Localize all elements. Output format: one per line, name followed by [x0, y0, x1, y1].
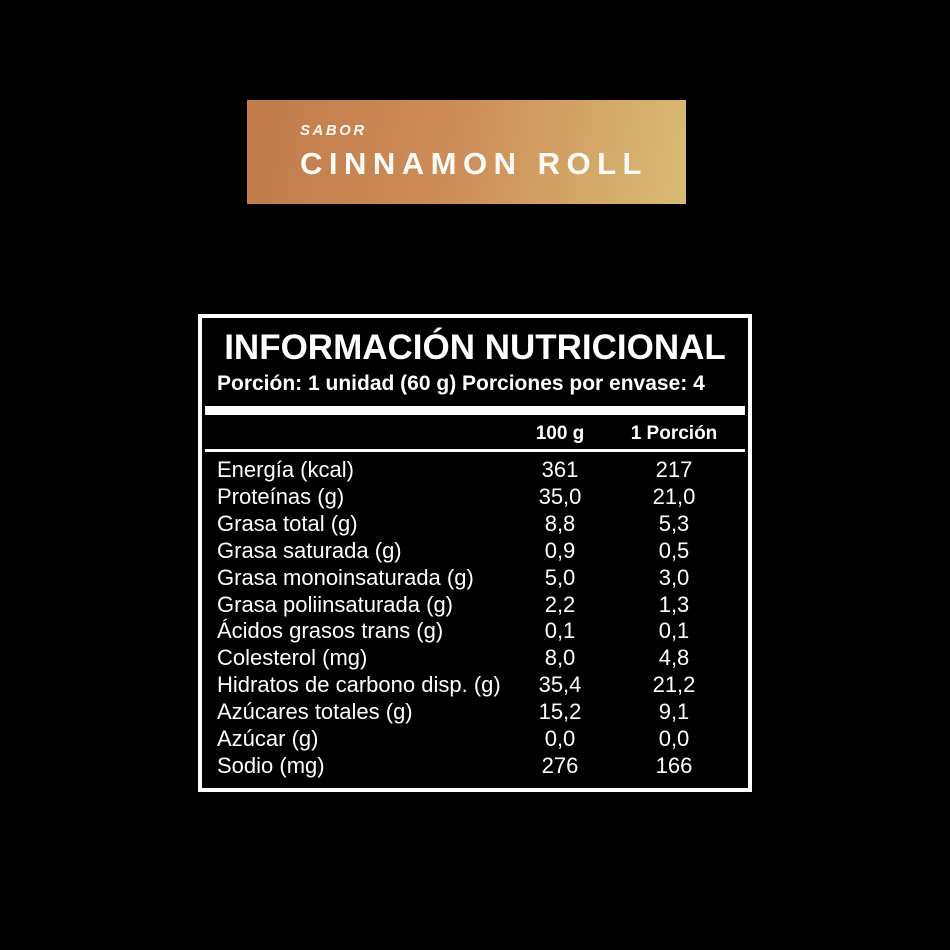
row-label: Grasa saturada (g) — [217, 537, 402, 563]
row-value-portion: 9,1 — [658, 699, 690, 725]
row-label: Grasa poliinsaturada (g) — [217, 591, 454, 617]
row-value-portion: 217 — [655, 457, 693, 482]
row-label: Hidratos de carbono disp. (g) — [217, 672, 501, 698]
row-value-100g: 5,0 — [544, 564, 576, 590]
row-label: Energía (kcal) — [217, 457, 354, 482]
serving-info: Porción: 1 unidad (60 g) Porciones por e… — [217, 372, 705, 395]
nutrition-row: Ácidos grasos trans (g) 0,1 0,1 — [205, 618, 745, 645]
nutrition-row: Grasa poliinsaturada (g) 2,2 1,3 — [205, 592, 745, 619]
row-label: Grasa total (g) — [217, 510, 358, 536]
nutrition-title: INFORMACIÓN NUTRICIONAL — [224, 328, 726, 367]
row-value-portion: 4,8 — [658, 645, 690, 671]
row-value-100g: 276 — [541, 752, 579, 778]
nutrition-row: Proteínas (g) 35,0 21,0 — [205, 484, 745, 511]
divider-thin — [205, 449, 745, 452]
row-value-100g: 8,0 — [544, 645, 576, 671]
row-value-100g: 2,2 — [544, 591, 576, 617]
row-value-100g: 35,4 — [538, 672, 582, 698]
row-label: Azúcares totales (g) — [217, 699, 413, 725]
row-value-portion: 5,3 — [658, 510, 690, 536]
nutrition-row: Energía (kcal) 361 217 — [205, 457, 745, 484]
column-header-portion: 1 Porción — [630, 423, 718, 444]
nutrition-row: Sodio (mg) 276 166 — [205, 753, 745, 780]
row-value-100g: 0,9 — [544, 537, 576, 563]
row-value-100g: 35,0 — [538, 483, 582, 509]
row-value-portion: 1,3 — [658, 591, 690, 617]
row-value-100g: 0,0 — [544, 726, 576, 752]
flavor-banner: SABOR CINNAMON ROLL — [247, 100, 686, 204]
row-value-100g: 15,2 — [538, 699, 582, 725]
row-label: Proteínas (g) — [217, 483, 345, 509]
row-label: Sodio (mg) — [217, 752, 325, 778]
nutrition-row: Azúcar (g) 0,0 0,0 — [205, 726, 745, 753]
divider-thick — [205, 406, 745, 415]
nutrition-row: Grasa total (g) 8,8 5,3 — [205, 511, 745, 538]
row-value-portion: 3,0 — [658, 564, 690, 590]
row-value-portion: 21,2 — [652, 672, 696, 698]
nutrition-row: Grasa monoinsaturada (g) 5,0 3,0 — [205, 565, 745, 592]
column-header-100g: 100 g — [535, 423, 585, 444]
row-value-portion: 0,0 — [658, 726, 690, 752]
nutrition-rows: Energía (kcal) 361 217 Proteínas (g) 35,… — [205, 452, 745, 780]
column-header-row: 100 g 1 Porción — [205, 419, 745, 449]
flavor-name: CINNAMON ROLL — [300, 146, 648, 181]
row-label: Azúcar (g) — [217, 726, 319, 752]
nutrition-row: Grasa saturada (g) 0,9 0,5 — [205, 538, 745, 565]
nutrition-row: Azúcares totales (g) 15,2 9,1 — [205, 699, 745, 726]
row-label: Colesterol (mg) — [217, 645, 368, 671]
nutrition-row: Colesterol (mg) 8,0 4,8 — [205, 645, 745, 672]
row-value-portion: 166 — [655, 752, 693, 778]
row-value-100g: 8,8 — [544, 510, 576, 536]
row-value-portion: 0,5 — [658, 537, 690, 563]
sabor-label: SABOR — [300, 122, 367, 139]
row-label: Ácidos grasos trans (g) — [217, 618, 444, 644]
row-value-100g: 361 — [541, 457, 579, 482]
row-value-100g: 0,1 — [544, 618, 576, 644]
nutrition-row: Hidratos de carbono disp. (g) 35,4 21,2 — [205, 672, 745, 699]
nutrition-panel: INFORMACIÓN NUTRICIONAL Porción: 1 unida… — [198, 314, 752, 792]
row-value-portion: 21,0 — [652, 483, 696, 509]
row-value-portion: 0,1 — [658, 618, 690, 644]
row-label: Grasa monoinsaturada (g) — [217, 564, 474, 590]
